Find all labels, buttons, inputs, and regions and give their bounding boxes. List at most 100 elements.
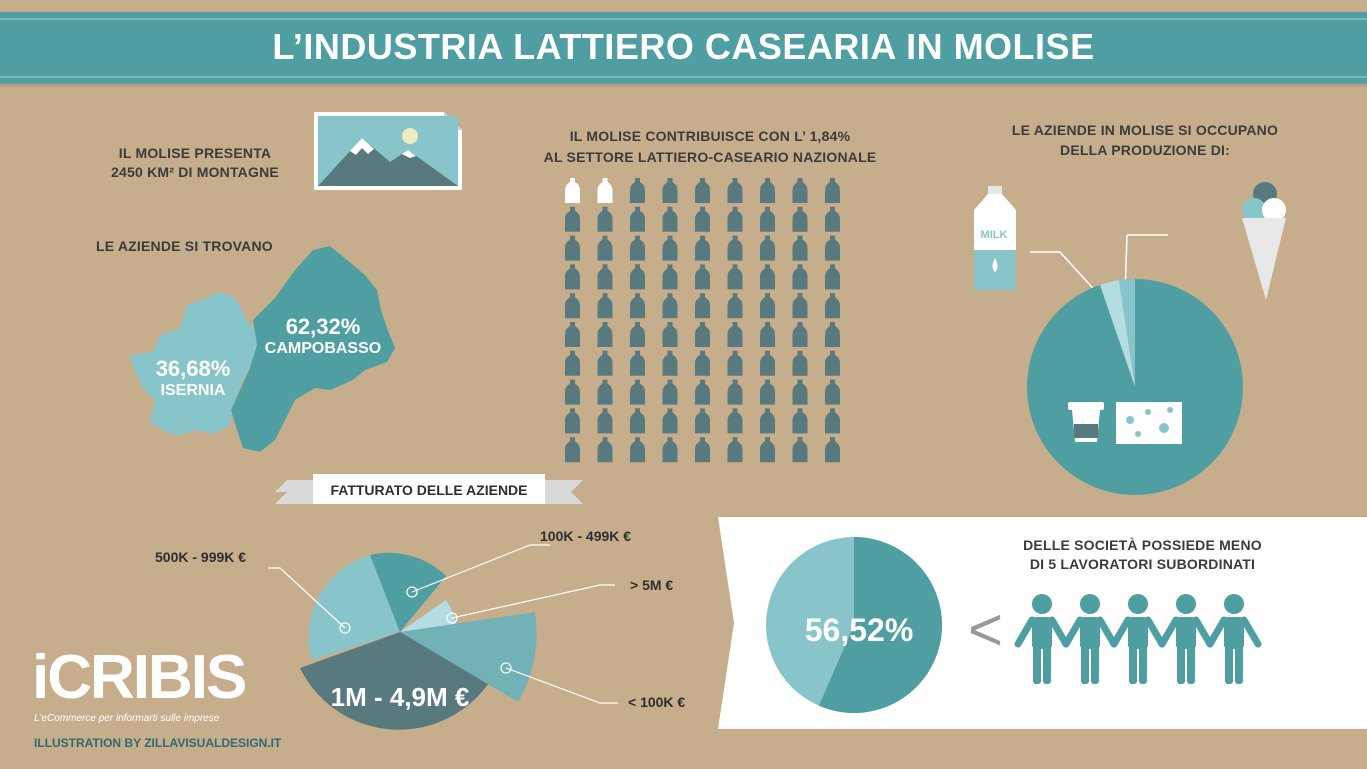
bottle-icon — [662, 437, 678, 463]
header-banner: L’INDUSTRIA LATTIERO CASEARIA IN MOLISE — [0, 12, 1367, 84]
bottle-icon — [695, 235, 710, 261]
bottle-icon — [760, 264, 775, 290]
bottle-icon — [727, 379, 743, 405]
bottle-icon — [825, 178, 840, 203]
label-100k: 100K - 499K € — [540, 528, 632, 544]
bottle-icon — [662, 206, 678, 232]
campobasso-pct: 62,32% — [285, 314, 361, 339]
bottle-icon — [565, 408, 580, 434]
revenue-pie — [268, 544, 618, 730]
bottle-icon — [760, 235, 775, 261]
production-line-1: LE AZIENDE IN MOLISE SI OCCUPANO — [1011, 122, 1279, 138]
isernia-pct: 36,68% — [155, 356, 231, 381]
bottle-icon — [662, 350, 678, 376]
production-pie — [1027, 278, 1243, 495]
employees-line-1: DELLE SOCIETÀ POSSIEDE MENO — [1023, 537, 1262, 553]
employees-pct: 56,52% — [804, 612, 914, 648]
bottle-icon — [727, 206, 743, 232]
bottle-icon — [695, 408, 710, 434]
bottle-icon — [597, 235, 613, 261]
bottle-icon — [565, 293, 580, 319]
bottle-icon — [662, 322, 678, 347]
bottle-icon — [727, 437, 743, 463]
molise-map — [130, 246, 395, 452]
bottle-icon — [597, 206, 613, 232]
bottle-icon — [727, 408, 743, 434]
bottle-icon — [695, 437, 710, 463]
bottle-icon — [597, 350, 613, 376]
header-line-top — [0, 18, 1367, 20]
bottle-icon — [695, 206, 710, 232]
bottle-icon — [630, 235, 645, 261]
bottle-icon — [792, 264, 808, 290]
person-icon — [1206, 594, 1262, 684]
bottle-icon — [760, 408, 775, 434]
bottle-icon — [792, 437, 808, 463]
employees-line-2: DI 5 LAVORATORI SUBORDINATI — [1029, 556, 1256, 572]
person-icon — [1062, 594, 1118, 684]
revenue-title: FATTURATO DELLE AZIENDE — [330, 482, 528, 498]
bottle-icon — [792, 178, 808, 203]
bottle-icon — [630, 379, 645, 405]
production-graphic: MILK — [974, 182, 1286, 495]
bottle-icon — [662, 264, 678, 290]
person-icon — [1158, 594, 1214, 684]
mountains-text: IL MOLISE PRESENTA 2450 KM² DI MONTAGNE — [80, 144, 310, 182]
bottle-icon — [630, 437, 645, 463]
slice-100k — [370, 552, 446, 632]
employees-text: DELLE SOCIETÀ POSSIEDE MENO DI 5 LAVORAT… — [1000, 536, 1285, 574]
mountain-picture-icon — [314, 112, 462, 190]
bottle-icon — [727, 350, 743, 376]
employees-pie-slice — [818, 537, 942, 713]
person-icon — [1110, 594, 1166, 684]
bottle-icon — [825, 206, 840, 232]
bottle-icon — [630, 178, 645, 203]
label-lt100k: < 100K € — [628, 694, 686, 710]
bottle-icon — [597, 437, 613, 463]
contribution-line-2: AL SETTORE LATTIERO-CASEARIO NAZIONALE — [543, 149, 877, 165]
bottle-icon — [825, 293, 840, 319]
bottle-icon — [792, 379, 808, 405]
bottle-icon — [792, 408, 808, 434]
contribution-text: IL MOLISE CONTRIBUISCE CON L’ 1,84% AL S… — [500, 126, 920, 168]
bottle-icon — [760, 206, 775, 232]
bottle-icon — [565, 322, 580, 347]
bottle-icon — [825, 379, 840, 405]
bottle-icon — [597, 379, 613, 405]
employees-pie — [766, 537, 942, 713]
page-title: L’INDUSTRIA LATTIERO CASEARIA IN MOLISE — [272, 26, 1095, 67]
production-line-2: DELLA PRODUZIONE DI: — [1060, 142, 1230, 158]
label-5m: > 5M € — [630, 577, 674, 593]
person-icon — [1014, 594, 1070, 684]
location-title: LE AZIENDE SI TROVANO — [96, 238, 273, 254]
slice-5m — [400, 600, 456, 632]
bottle-icon — [597, 408, 613, 434]
ice-cream-icon — [1242, 182, 1286, 300]
icribis-logo: iCRIBIS — [32, 643, 247, 712]
label-1m: 1M - 4,9M € — [330, 682, 470, 712]
milk-carton-icon — [974, 186, 1016, 290]
bottle-icon — [727, 264, 743, 290]
campobasso-label: 62,32% CAMPOBASSO — [248, 314, 398, 358]
bottle-icon — [662, 293, 678, 319]
bottle-icon — [727, 235, 743, 261]
campobasso-region — [231, 246, 395, 452]
ribbon: FATTURATO DELLE AZIENDE — [313, 474, 545, 504]
yogurt-icon — [1068, 402, 1104, 442]
campobasso-name: CAMPOBASSO — [264, 340, 382, 357]
bottle-icon — [597, 293, 613, 319]
bottle-icon — [662, 235, 678, 261]
bottle-icon — [662, 408, 678, 434]
bottle-icon — [760, 293, 775, 319]
people-icon-row — [1014, 594, 1262, 684]
bottle-icon — [760, 178, 775, 203]
bottle-icon — [760, 379, 775, 405]
bottle-icon — [727, 322, 743, 347]
bottle-icon — [695, 322, 710, 347]
bottle-icon — [695, 264, 710, 290]
isernia-label: 36,68% ISERNIA — [138, 356, 248, 400]
bottle-icon — [792, 350, 808, 376]
bottle-icon — [825, 322, 840, 347]
bottle-icon — [695, 379, 710, 405]
bottle-icon — [695, 293, 710, 319]
